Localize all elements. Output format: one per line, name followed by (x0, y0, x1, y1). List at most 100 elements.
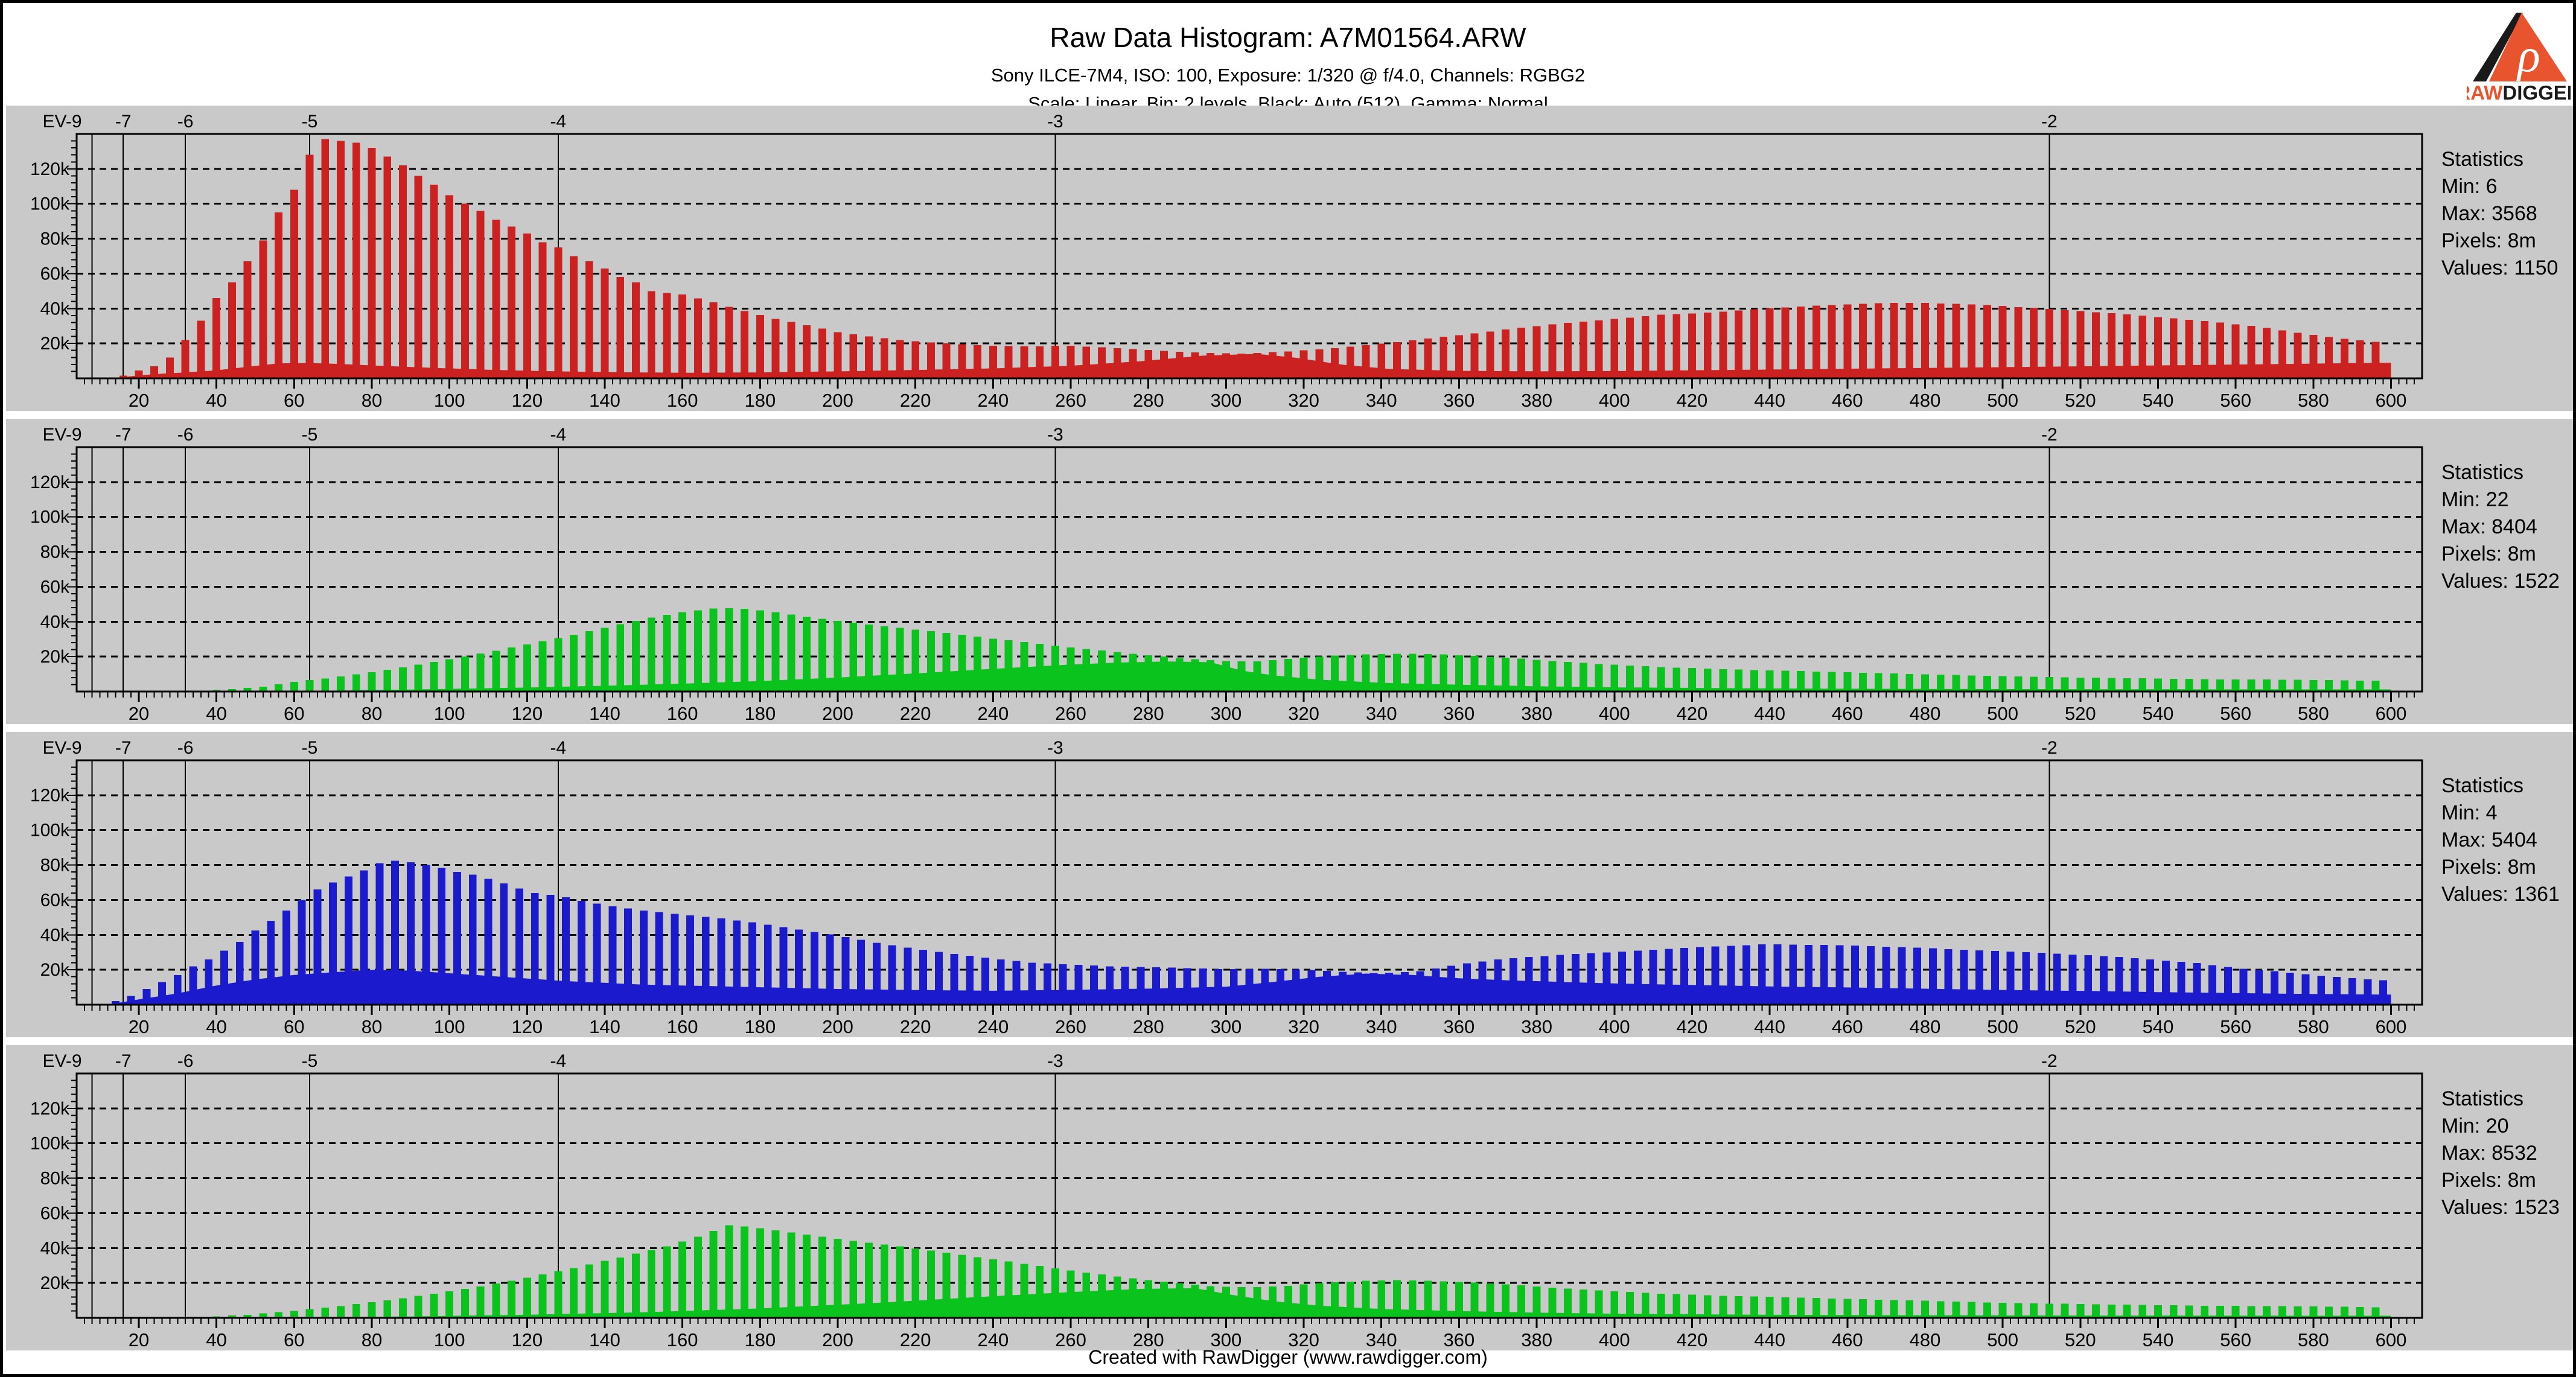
ev-label: -3 (1047, 425, 1063, 445)
histogram-bar (2231, 1306, 2240, 1318)
histogram-bar (1703, 1295, 1712, 1318)
histogram-bar (1424, 654, 1432, 692)
x-tick-label: 560 (2220, 703, 2251, 724)
histogram-bar (996, 959, 1005, 1005)
x-tick-label: 160 (667, 1329, 698, 1350)
histogram-bar (2239, 968, 2248, 1005)
histogram-bar (1020, 642, 1028, 692)
histogram-bar (803, 1235, 811, 1318)
x-tick-label: 380 (1521, 1329, 1552, 1350)
histogram-bar (1470, 333, 1479, 378)
histogram-bar (1292, 969, 1300, 1005)
histogram-bar (1237, 353, 1246, 378)
histogram-bar (1936, 675, 1945, 692)
x-tick-label: 420 (1677, 390, 1708, 411)
x-tick-label: 280 (1133, 1016, 1164, 1037)
histogram-bar (1346, 1281, 1354, 1318)
ev-scale: -7 -6 -5 -4 -3 -2 EV-9 (42, 738, 2058, 1005)
histogram-bar (1020, 346, 1028, 378)
histogram-bars (197, 1225, 2380, 1318)
histogram-bar (243, 687, 252, 692)
histogram-bar (2045, 1303, 2053, 1318)
histogram-bar (1874, 1299, 1883, 1318)
histogram-bar (158, 982, 166, 1005)
histogram-bar (2169, 318, 2178, 378)
histogram-bar (725, 1225, 733, 1318)
histogram-bar (1968, 675, 1976, 692)
x-tick-label: 600 (2376, 1016, 2407, 1037)
x-tick-label: 140 (589, 703, 620, 724)
ev-label: -3 (1047, 112, 1063, 132)
histogram-bar (989, 1259, 997, 1318)
histogram-bar (1610, 664, 1619, 692)
histogram-bar (2084, 955, 2093, 1005)
histogram-bar (872, 943, 881, 1005)
histogram-bar (127, 996, 135, 1005)
ev-label: -4 (550, 425, 566, 445)
histogram-bar (1525, 957, 1533, 1005)
x-tick-label: 120 (511, 1329, 543, 1350)
histogram-bar (663, 615, 671, 692)
histogram-bar (1059, 964, 1067, 1005)
histogram-bar (927, 342, 935, 378)
histogram-bar (632, 282, 640, 378)
histogram-bar (2340, 339, 2348, 378)
histogram-bar (1462, 963, 1471, 1005)
logo-rho-icon: ρ (2516, 29, 2540, 81)
histogram-bar (430, 184, 438, 378)
histogram-bar (1703, 313, 1712, 378)
y-tick-label: 40k (40, 299, 70, 319)
histogram-bar (1284, 1285, 1292, 1318)
x-tick-label: 180 (744, 390, 776, 411)
x-tick-label: 100 (434, 1016, 465, 1037)
histogram-bar (570, 635, 578, 692)
histogram-bar (1502, 658, 1510, 692)
histogram-bar (1758, 944, 1766, 1005)
x-tick-label: 460 (1832, 1329, 1863, 1350)
x-tick-label: 340 (1366, 703, 1397, 724)
y-tick-label: 60k (40, 264, 70, 284)
histogram-bar (337, 1306, 345, 1318)
histogram-bar (2278, 679, 2286, 692)
x-tick-label: 520 (2065, 390, 2096, 411)
histogram-bar (1998, 306, 2007, 378)
x-tick-label: 540 (2143, 1016, 2174, 1037)
stats-line: Statistics (2441, 148, 2523, 171)
histogram-bar (741, 609, 749, 692)
histogram-bar (1532, 1286, 1541, 1318)
histogram-bar (1229, 969, 1238, 1005)
histogram-bar (1036, 1266, 1044, 1318)
histogram-bar (205, 959, 213, 1005)
histogram-bar (1812, 1298, 1820, 1318)
histogram-bar (1727, 946, 1735, 1005)
histogram-bar (344, 876, 352, 1005)
histogram-bar (1455, 335, 1463, 378)
histogram-bar (608, 906, 617, 1005)
histogram-bar (1051, 346, 1059, 378)
histogram-bar (1315, 657, 1324, 692)
histogram-bar (1004, 346, 1013, 378)
histogram-bar (1377, 654, 1386, 692)
histogram-base-area (294, 1288, 2391, 1318)
x-tick-label: 180 (744, 1016, 776, 1037)
histogram-bar (639, 910, 648, 1005)
histogram-bar (880, 1244, 888, 1318)
histogram-bar (2317, 975, 2326, 1005)
x-tick-label: 420 (1677, 1329, 1708, 1350)
histogram-bar (2107, 1304, 2115, 1318)
histogram-bar (616, 1257, 625, 1318)
y-tick-label: 100k (30, 194, 70, 214)
histogram-bar (2325, 337, 2333, 378)
histogram-bar (927, 631, 935, 692)
ev-label: -4 (550, 1051, 566, 1071)
histogram-bar (756, 1228, 764, 1318)
x-tick-label: 340 (1366, 1329, 1397, 1350)
y-tick-label: 40k (40, 1238, 70, 1258)
histogram-bar (678, 1241, 687, 1318)
histogram-bar (2356, 340, 2364, 378)
histogram-bar (1144, 350, 1153, 378)
histogram-bar (484, 879, 493, 1005)
histogram-panel-green: 120k 100k 80k 60k 40k 20k -7 -6 -5 -4 -3 -2 EV-9 20 40… (6, 419, 2573, 724)
histogram-bar (888, 945, 896, 1005)
histogram-bar (857, 940, 866, 1005)
